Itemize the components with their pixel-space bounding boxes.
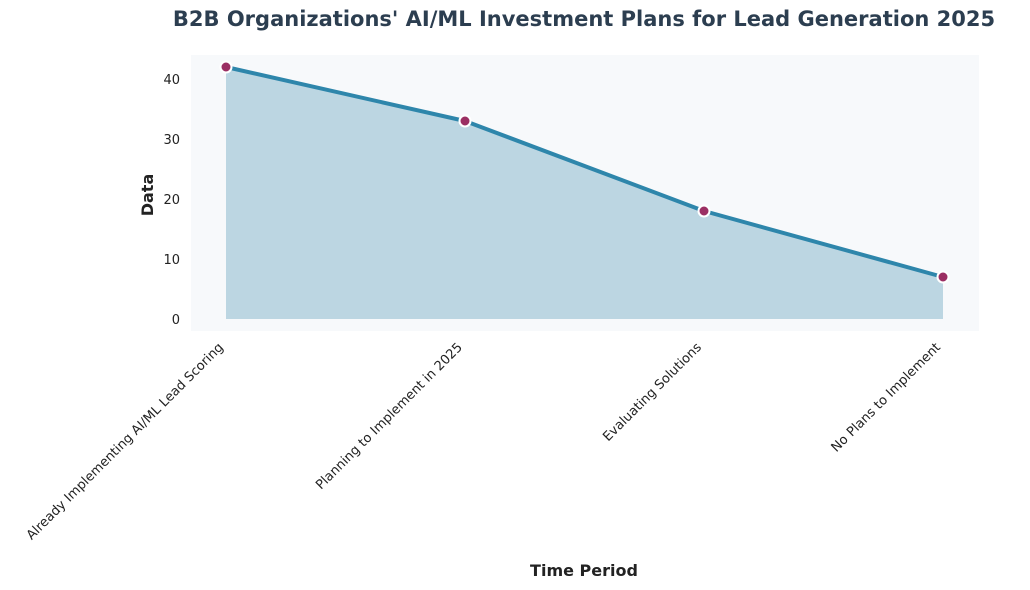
series-area <box>226 67 943 319</box>
x-tick-label: Already Implementing AI/ML Lead Scoring <box>24 340 227 543</box>
y-tick-label: 30 <box>163 133 180 148</box>
x-tick-label: Evaluating Solutions <box>600 340 705 445</box>
line-layer <box>224 65 945 279</box>
x-tick-label: No Plans to Implement <box>829 340 944 455</box>
area-layer <box>226 67 943 319</box>
x-axis-label: Time Period <box>530 561 638 580</box>
chart-title: B2B Organizations' AI/ML Investment Plan… <box>173 7 995 31</box>
data-point <box>936 270 950 284</box>
y-tick-label: 40 <box>163 73 180 88</box>
y-axis-ticks: 0 10 20 30 40 <box>163 73 180 328</box>
y-tick-label: 20 <box>163 193 180 208</box>
data-point <box>458 114 472 128</box>
y-axis-label: Data <box>138 174 157 217</box>
data-point <box>219 60 233 74</box>
x-tick-label: Planning to Implement in 2025 <box>313 340 466 493</box>
marker-layer <box>219 60 950 284</box>
data-point <box>697 204 711 218</box>
series-line <box>224 65 945 279</box>
y-tick-label: 10 <box>163 253 180 268</box>
y-tick-label: 0 <box>172 313 180 328</box>
x-axis-ticks: Already Implementing AI/ML Lead Scoring P… <box>24 340 944 543</box>
